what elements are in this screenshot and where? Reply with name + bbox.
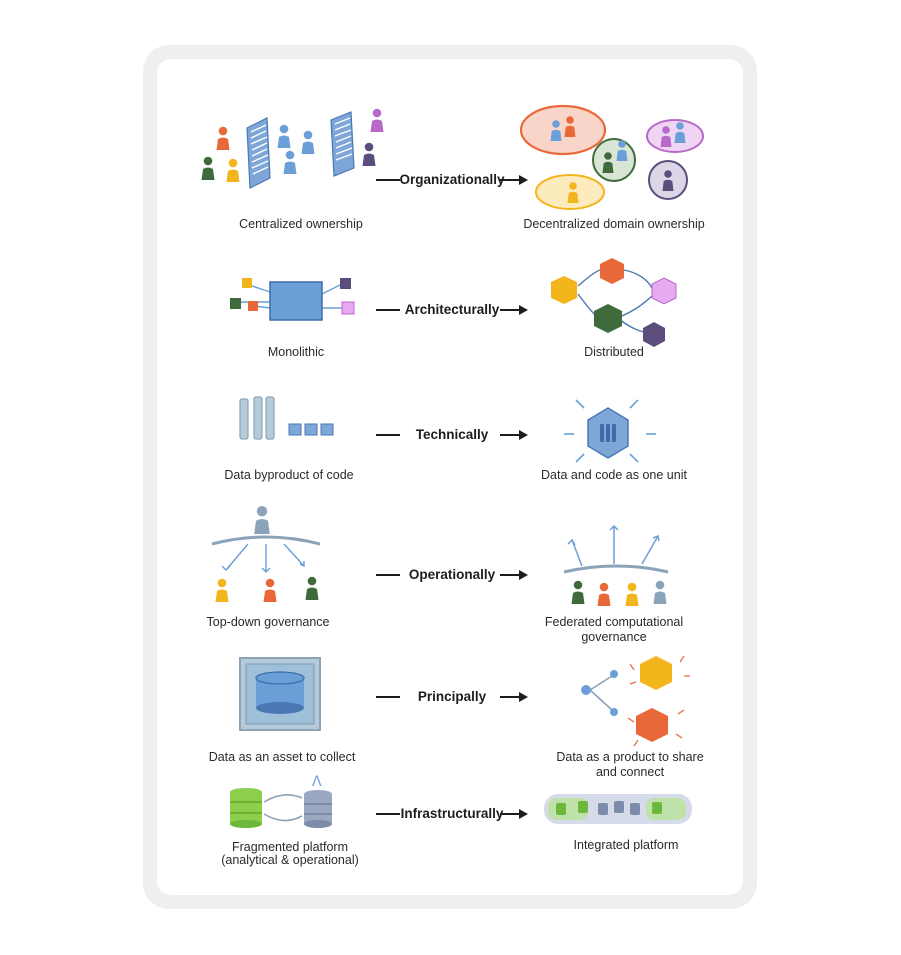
- person-icon: [362, 142, 376, 166]
- data-asset-illustration: [239, 657, 321, 731]
- person-icon: [283, 150, 297, 174]
- domain-bubble: [592, 138, 636, 182]
- person-icon: [370, 108, 384, 132]
- data-byproduct-illustration: [239, 396, 334, 440]
- federated-governance-illustration: [563, 524, 669, 606]
- arrow-right-icon: [519, 430, 528, 440]
- fragmented-platform-illustration: Λ: [230, 774, 332, 828]
- arrow-right-icon: [519, 175, 528, 185]
- principally-connector: Principally: [376, 687, 528, 707]
- arrow-right-icon: [519, 305, 528, 315]
- operational-stack-icon: [230, 788, 262, 828]
- organizationally-connector: Organizationally: [376, 170, 528, 190]
- right-label: Distributed: [584, 345, 644, 359]
- connector-label: Infrastructurally: [400, 806, 504, 821]
- left-label: Monolithic: [267, 345, 325, 359]
- connector-label: Organizationally: [399, 172, 505, 187]
- top-down-governance-illustration: [211, 506, 321, 602]
- monolithic-illustration: [230, 278, 355, 321]
- right-label: Decentralized domain ownership: [523, 217, 705, 231]
- left-label: Data byproduct of code: [224, 468, 354, 482]
- person-icon: [277, 124, 291, 148]
- right-label: Data and code as one unit: [541, 468, 687, 482]
- analytical-stack-icon: [304, 790, 332, 828]
- architecturally-connector: Architecturally: [376, 300, 528, 320]
- connector-label: Operationally: [408, 567, 496, 582]
- left-label: Data as an asset to collect: [208, 750, 356, 764]
- right-label: Integrated platform: [573, 838, 679, 852]
- data-product-illustration: [581, 655, 690, 747]
- operationally-connector: Operationally: [376, 565, 528, 585]
- decentralized-ownership-illustration: [519, 104, 704, 210]
- arrow-right-icon: [519, 809, 528, 819]
- technically-connector: Technically: [376, 425, 528, 445]
- right-label: Federated computational governance: [544, 615, 684, 644]
- domain-bubble: [535, 174, 605, 210]
- person-icon: [301, 130, 315, 154]
- left-label: Top-down governance: [206, 615, 330, 629]
- integrated-platform-illustration: [544, 794, 692, 824]
- connector-label: Principally: [417, 689, 487, 704]
- arrow-right-icon: [519, 692, 528, 702]
- data-code-unit-illustration: [564, 399, 656, 463]
- person-icon: [226, 158, 240, 182]
- domain-bubble: [519, 104, 607, 156]
- svg-text:Λ: Λ: [312, 774, 322, 790]
- diagram-card: [157, 59, 743, 895]
- data-wall-icon: [246, 117, 271, 189]
- data-wall-icon: [330, 111, 355, 177]
- right-label: Data as a product to share and connect: [556, 750, 704, 779]
- domain-bubble: [646, 119, 704, 153]
- centralized-ownership-illustration: [201, 108, 384, 189]
- monolith-block: [269, 281, 323, 321]
- person-icon: [216, 126, 230, 150]
- infrastructurally-connector: Infrastructurally: [376, 804, 528, 824]
- left-label: Centralized ownership: [239, 217, 363, 231]
- person-icon: [201, 156, 215, 180]
- distributed-illustration: [551, 258, 677, 347]
- left-label: Fragmented platform (analytical & operat…: [221, 840, 359, 867]
- connector-label: Architecturally: [404, 302, 500, 317]
- connector-label: Technically: [415, 427, 489, 442]
- arrow-right-icon: [519, 570, 528, 580]
